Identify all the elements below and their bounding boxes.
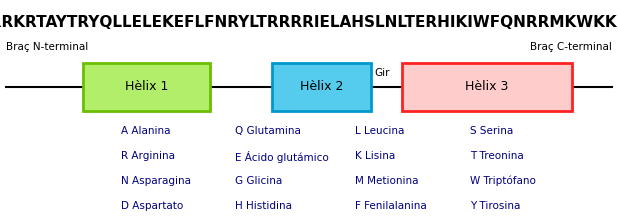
Bar bbox=[83, 63, 210, 111]
Text: Hèlix 2: Hèlix 2 bbox=[300, 80, 343, 93]
Text: R Arginina: R Arginina bbox=[121, 151, 174, 161]
Text: G Glicina: G Glicina bbox=[235, 176, 282, 186]
Text: M Metionina: M Metionina bbox=[355, 176, 419, 186]
Text: Hèlix 3: Hèlix 3 bbox=[465, 80, 509, 93]
Text: Braç C-terminal: Braç C-terminal bbox=[530, 42, 612, 52]
Text: A Alanina: A Alanina bbox=[121, 126, 170, 136]
Text: S Serina: S Serina bbox=[470, 126, 513, 136]
Bar bbox=[402, 63, 572, 111]
Text: Y Tirosina: Y Tirosina bbox=[470, 201, 520, 211]
Text: K Lisina: K Lisina bbox=[355, 151, 396, 161]
Text: E Ácido glutámico: E Ácido glutámico bbox=[235, 151, 329, 163]
Text: Q Glutamina: Q Glutamina bbox=[235, 126, 301, 136]
Text: T Treonina: T Treonina bbox=[470, 151, 523, 161]
Text: Braç N-terminal: Braç N-terminal bbox=[6, 42, 88, 52]
Text: W Triptófano: W Triptófano bbox=[470, 176, 536, 186]
Bar bbox=[272, 63, 371, 111]
Text: F Fenilalanina: F Fenilalanina bbox=[355, 201, 427, 211]
Text: N Asparagina: N Asparagina bbox=[121, 176, 190, 186]
Text: RRRKRTAYTRYQLLELEKEFLFNRYLTRRRRIELAHSLNLTERHIKIWFQNRRMKWKKEN: RRRKRTAYTRYQLLELEKEFLFNRYLTRRRRIELAHSLNL… bbox=[0, 15, 618, 30]
Text: H Histidina: H Histidina bbox=[235, 201, 292, 211]
Text: D Aspartato: D Aspartato bbox=[121, 201, 183, 211]
Text: Gir: Gir bbox=[374, 68, 389, 78]
Text: L Leucina: L Leucina bbox=[355, 126, 405, 136]
Text: Hèlix 1: Hèlix 1 bbox=[125, 80, 169, 93]
